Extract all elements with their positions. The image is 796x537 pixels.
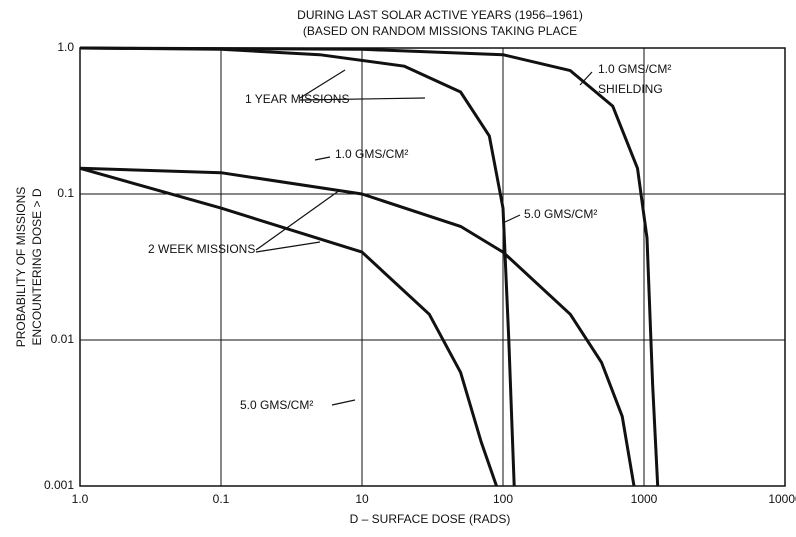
annotation: 1.0 GMS/CM² (598, 62, 671, 76)
plot-frame (79, 47, 786, 487)
annotation: SHIELDING (598, 82, 663, 96)
series-line (79, 166, 498, 487)
x-tick-label: 100 (493, 492, 513, 506)
arrow (504, 214, 521, 223)
annotation: 2 WEEK MISSIONS (148, 242, 255, 256)
y-tick-label: 0.1 (57, 186, 74, 200)
x-axis-label: D – SURFACE DOSE (RADS) (350, 512, 511, 526)
arrow (579, 71, 593, 86)
y-axis-label: ENCOUNTERING DOSE > D (30, 188, 44, 345)
arrow (314, 156, 331, 161)
series-line (79, 166, 636, 487)
annotation: 1.0 GMS/CM² (335, 147, 408, 161)
annotation: 5.0 GMS/CM² (240, 398, 313, 412)
arrow (255, 189, 341, 253)
x-tick-label: 0.1 (213, 492, 230, 506)
y-tick-label: 1.0 (57, 40, 74, 54)
arrow (331, 399, 356, 406)
x-tick-label: 1.0 (72, 492, 89, 506)
annotation: 5.0 GMS/CM² (524, 207, 597, 221)
y-axis-label: PROBABILITY OF MISSIONS (14, 187, 28, 347)
x-tick-label: 10 (355, 492, 369, 506)
y-tick-label: 0.01 (51, 332, 75, 346)
y-tick-label: 0.001 (44, 478, 74, 492)
x-tick-label: 1000 (631, 492, 658, 506)
series-line (79, 46, 660, 487)
chart-title: (BASED ON RANDOM MISSIONS TAKING PLACE (303, 24, 577, 38)
series-line (79, 46, 516, 487)
chart-title: DURING LAST SOLAR ACTIVE YEARS (1956–196… (297, 8, 583, 22)
annotation: 1 YEAR MISSIONS (245, 92, 349, 106)
